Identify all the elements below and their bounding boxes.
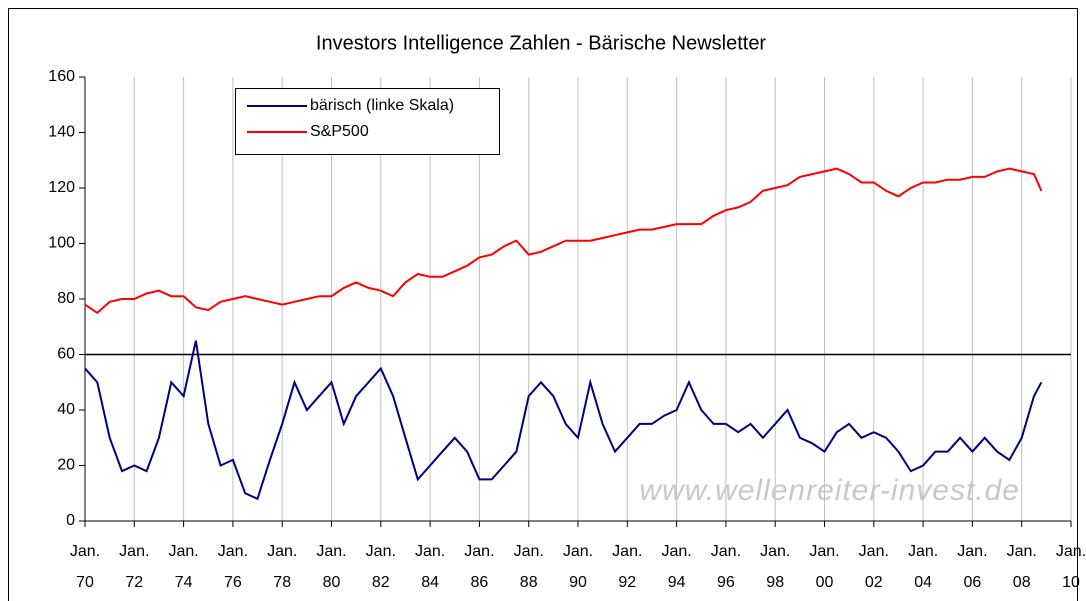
- x-tick-label-part: 78: [273, 574, 291, 591]
- y-tick-label: 40: [57, 401, 75, 418]
- x-tick-label-part: 02: [865, 574, 883, 591]
- x-tick-label: Jan. 10: [1056, 543, 1086, 591]
- x-tick-label: Jan. 96: [711, 543, 741, 591]
- x-tick-label: Jan. 86: [464, 543, 494, 591]
- x-tick-label-part: Jan.: [119, 543, 149, 560]
- x-tick-label: Jan. 06: [957, 543, 987, 591]
- x-tick-label: Jan. 70: [70, 543, 100, 591]
- legend-box: [235, 88, 500, 155]
- x-tick-label-part: 82: [372, 574, 390, 591]
- x-tick-label-part: 90: [569, 574, 587, 591]
- x-tick-label-part: 94: [668, 574, 686, 591]
- x-tick-label: Jan. 00: [809, 543, 839, 591]
- x-tick-label: Jan. 08: [1007, 543, 1037, 591]
- x-tick-label: Jan. 72: [119, 543, 149, 591]
- x-tick-label: Jan. 02: [859, 543, 889, 591]
- x-tick-label-part: Jan.: [267, 543, 297, 560]
- x-tick-label-part: 72: [125, 574, 143, 591]
- x-tick-label-part: Jan.: [464, 543, 494, 560]
- x-tick-label-part: 96: [717, 574, 735, 591]
- x-tick-label-part: 86: [471, 574, 489, 591]
- x-tick-label-part: Jan.: [760, 543, 790, 560]
- x-tick-label: Jan. 80: [316, 543, 346, 591]
- x-tick-label-part: 10: [1062, 574, 1080, 591]
- x-tick-label-part: Jan.: [908, 543, 938, 560]
- y-tick-label: 20: [57, 457, 75, 474]
- x-tick-label: Jan. 76: [218, 543, 248, 591]
- x-tick-label: Jan. 90: [563, 543, 593, 591]
- y-tick-label: 100: [48, 235, 75, 252]
- x-tick-label-part: Jan.: [957, 543, 987, 560]
- x-tick-label-part: Jan.: [168, 543, 198, 560]
- x-tick-label-part: Jan.: [612, 543, 642, 560]
- x-tick-label-part: 70: [76, 574, 94, 591]
- series-line: [84, 167, 1043, 315]
- legend-label: bärisch (linke Skala): [310, 97, 454, 114]
- x-tick-label-part: 74: [175, 574, 193, 591]
- series-line: [84, 340, 1043, 501]
- x-tick-label-part: 08: [1013, 574, 1031, 591]
- x-tick-label-part: Jan.: [563, 543, 593, 560]
- x-tick-label: Jan. 78: [267, 543, 297, 591]
- x-tick-label: Jan. 94: [661, 543, 691, 591]
- x-tick-label-part: Jan.: [859, 543, 889, 560]
- y-tick-label: 160: [48, 68, 75, 85]
- x-tick-label-part: 00: [816, 574, 834, 591]
- x-tick-label: Jan. 92: [612, 543, 642, 591]
- x-tick-label-part: Jan.: [1056, 543, 1086, 560]
- x-tick-label-part: 98: [766, 574, 784, 591]
- y-tick-label: 120: [48, 179, 75, 196]
- x-tick-label-part: Jan.: [661, 543, 691, 560]
- x-tick-label-part: 84: [421, 574, 439, 591]
- x-tick-label: Jan. 98: [760, 543, 790, 591]
- legend-label: S&P500: [310, 123, 369, 140]
- x-tick-label-part: Jan.: [1007, 543, 1037, 560]
- x-tick-label-part: Jan.: [70, 543, 100, 560]
- x-tick-label-part: Jan.: [514, 543, 544, 560]
- x-tick-label: Jan. 04: [908, 543, 938, 591]
- x-tick-label: Jan. 74: [168, 543, 198, 591]
- x-tick-label-part: 88: [520, 574, 538, 591]
- x-tick-label-part: 76: [224, 574, 242, 591]
- chart-title: Investors Intelligence Zahlen - Bärische…: [316, 32, 767, 54]
- x-tick-label-part: Jan.: [316, 543, 346, 560]
- x-tick-label-part: 80: [323, 574, 341, 591]
- x-tick-label-part: Jan.: [415, 543, 445, 560]
- watermark: www.wellenreiter-invest.de: [639, 474, 1020, 507]
- x-tick-label-part: Jan.: [218, 543, 248, 560]
- y-tick-label: 140: [48, 124, 75, 141]
- x-tick-label: Jan. 82: [366, 543, 396, 591]
- y-tick-label: 60: [57, 346, 75, 363]
- x-tick-label-part: 92: [618, 574, 636, 591]
- y-tick-label: 0: [66, 512, 75, 529]
- x-tick-label-part: Jan.: [809, 543, 839, 560]
- chart-frame: [8, 8, 1078, 601]
- x-tick-label-part: Jan.: [711, 543, 741, 560]
- x-tick-label-part: Jan.: [366, 543, 396, 560]
- x-tick-label: Jan. 88: [514, 543, 544, 591]
- x-tick-label-part: 04: [914, 574, 932, 591]
- x-tick-label: Jan. 84: [415, 543, 445, 591]
- y-tick-label: 80: [57, 290, 75, 307]
- x-tick-label-part: 06: [964, 574, 982, 591]
